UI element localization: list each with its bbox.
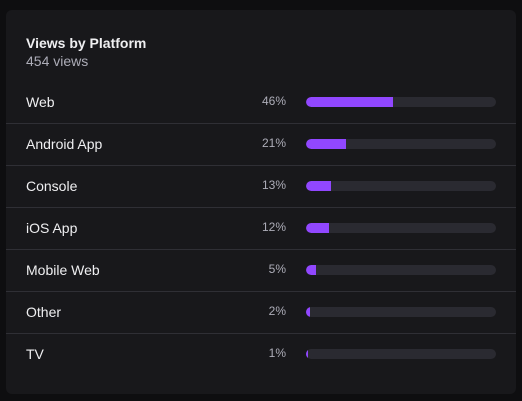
- platform-percent: 12%: [261, 220, 286, 234]
- platform-label: iOS App: [26, 220, 78, 236]
- platform-row-ios-app: iOS App 12%: [6, 208, 516, 250]
- platform-row-other: Other 2%: [6, 292, 516, 334]
- platform-label: TV: [26, 346, 44, 362]
- platform-bar-track: [306, 97, 496, 107]
- platform-bar-fill: [306, 139, 346, 149]
- platform-list: Web 46% Android App 21% Console 13% iOS …: [6, 82, 516, 375]
- platform-label: Web: [26, 94, 55, 110]
- platform-bar-fill: [306, 349, 308, 359]
- views-by-platform-card: Views by Platform 454 views Web 46% Andr…: [6, 10, 516, 394]
- platform-bar-track: [306, 349, 496, 359]
- platform-percent: 21%: [261, 136, 286, 150]
- platform-row-mobile-web: Mobile Web 5%: [6, 250, 516, 292]
- platform-row-tv: TV 1%: [6, 334, 516, 375]
- total-views: 454 views: [26, 53, 89, 69]
- platform-row-android-app: Android App 21%: [6, 124, 516, 166]
- platform-bar-track: [306, 223, 496, 233]
- platform-bar-fill: [306, 265, 316, 275]
- platform-bar-track: [306, 307, 496, 317]
- platform-bar-track: [306, 181, 496, 191]
- platform-bar-fill: [306, 223, 329, 233]
- platform-label: Console: [26, 178, 78, 194]
- platform-percent: 46%: [261, 94, 286, 108]
- platform-percent: 5%: [268, 262, 286, 276]
- platform-bar-track: [306, 265, 496, 275]
- card-header: Views by Platform 454 views: [26, 35, 146, 70]
- card-title: Views by Platform: [26, 35, 147, 51]
- platform-bar-fill: [306, 181, 331, 191]
- platform-percent: 1%: [268, 346, 286, 360]
- platform-label: Other: [26, 304, 62, 320]
- platform-bar-fill: [306, 97, 394, 107]
- platform-label: Android App: [26, 136, 103, 152]
- platform-row-console: Console 13%: [6, 166, 516, 208]
- platform-percent: 13%: [261, 178, 286, 192]
- platform-bar-fill: [306, 307, 310, 317]
- platform-percent: 2%: [268, 304, 286, 318]
- platform-row-web: Web 46%: [6, 82, 516, 124]
- platform-bar-track: [306, 139, 496, 149]
- platform-label: Mobile Web: [26, 262, 100, 278]
